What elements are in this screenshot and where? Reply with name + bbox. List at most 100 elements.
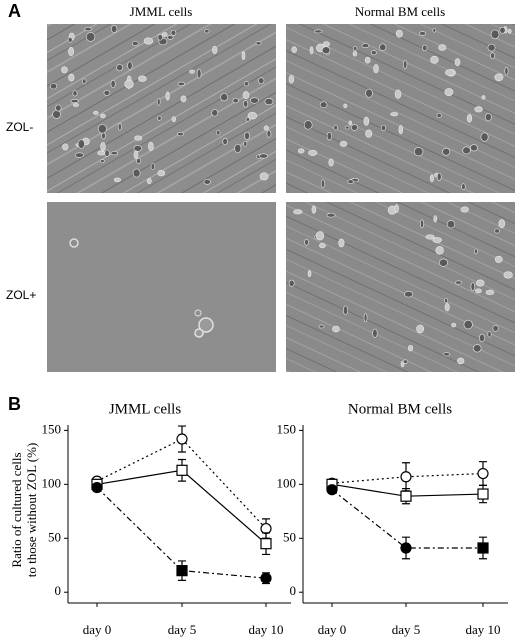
cell [288, 74, 295, 84]
cell [177, 81, 185, 86]
cell [297, 148, 305, 154]
cell [436, 112, 442, 118]
cell [171, 116, 177, 123]
cell [395, 29, 403, 38]
cell [266, 129, 272, 138]
cell [97, 150, 106, 156]
cell [49, 83, 58, 90]
marker [260, 538, 272, 550]
row-label: ZOL+ [6, 288, 36, 302]
cell [319, 243, 326, 249]
cell [380, 124, 387, 132]
cell [203, 179, 211, 185]
cell [138, 75, 147, 82]
micrograph [47, 24, 276, 193]
cell [370, 50, 377, 56]
cell [475, 288, 482, 294]
cell [132, 168, 141, 178]
cell [157, 169, 166, 177]
cell [416, 324, 425, 334]
cell [432, 237, 442, 243]
cell [311, 205, 317, 214]
cell [481, 95, 486, 100]
column-title: Normal BM cells [355, 4, 445, 19]
cell [148, 141, 154, 152]
cell [338, 238, 345, 248]
cell [394, 89, 402, 99]
cell [320, 179, 325, 188]
row-label: ZOL- [6, 120, 33, 134]
cell [113, 177, 122, 183]
cell [487, 43, 496, 52]
cell [309, 46, 314, 55]
x-tick-label: day 10 [465, 622, 500, 637]
chart-title: JMML cells [109, 401, 182, 417]
y-tick-label: 50 [48, 529, 61, 544]
cell [343, 305, 349, 316]
cell [326, 131, 333, 141]
cell [436, 172, 442, 181]
cell [485, 113, 492, 122]
x-tick-label: day 0 [318, 622, 347, 637]
cell [343, 103, 348, 108]
cell [315, 231, 325, 241]
cell [435, 246, 444, 255]
cell [420, 219, 424, 229]
cell [442, 147, 451, 156]
cell [232, 98, 239, 104]
cell [504, 66, 509, 76]
cell [425, 234, 435, 240]
marker [260, 572, 272, 584]
cell [170, 29, 177, 36]
series-line [96, 438, 267, 529]
cell [215, 130, 221, 136]
x-tick-label: day 10 [248, 622, 283, 637]
cell [242, 91, 250, 100]
cell [404, 291, 414, 298]
cell [293, 209, 303, 215]
cell [204, 28, 210, 34]
cell [303, 120, 313, 130]
cell [127, 61, 133, 70]
cell [461, 183, 466, 190]
cell [134, 135, 143, 141]
cell [77, 139, 85, 149]
cell [407, 344, 414, 352]
cell [146, 177, 152, 185]
cell [494, 255, 503, 263]
cell [245, 117, 250, 122]
marker [176, 565, 188, 577]
cell [363, 116, 370, 126]
cell [498, 219, 506, 229]
marker [400, 542, 412, 554]
cell [250, 97, 259, 104]
cell [347, 179, 354, 185]
cell [487, 331, 492, 338]
cell [116, 64, 124, 72]
cell [348, 120, 353, 126]
cell [100, 142, 106, 152]
cell [418, 31, 427, 36]
cell [167, 35, 174, 40]
cell [110, 79, 116, 88]
cell [101, 132, 106, 140]
cell [430, 55, 439, 64]
cell [72, 103, 79, 107]
marker [91, 481, 103, 494]
cell [444, 88, 454, 97]
cell [308, 149, 318, 156]
cell [157, 115, 162, 121]
cells [49, 25, 513, 368]
cell [507, 28, 512, 34]
cell [243, 81, 250, 87]
cell [503, 271, 513, 279]
cell [446, 220, 456, 229]
marker [400, 490, 412, 502]
panel-label: A [8, 1, 21, 21]
series-line [331, 472, 484, 484]
cell [332, 325, 340, 333]
cell [321, 46, 331, 55]
cell [222, 137, 228, 146]
cell [243, 140, 248, 147]
